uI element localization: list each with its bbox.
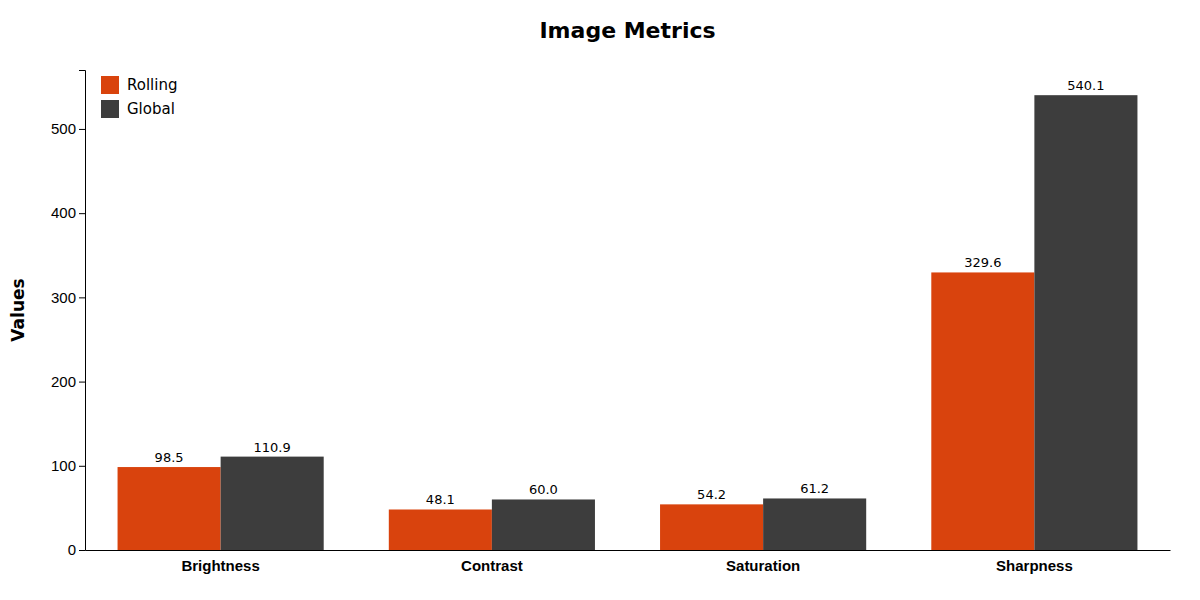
data-label: 61.2 [800, 481, 829, 496]
bar-series [221, 95, 1138, 550]
y-tick-mark [79, 550, 85, 551]
y-tick-label: 100 [51, 457, 76, 474]
plot: 98.5 48.1 54.2 329.6 110.9 60.0 61.2 540.1 Brigh… [51, 71, 1171, 574]
x-tick-label: Sharpness [996, 557, 1073, 574]
data-label: 110.9 [254, 440, 291, 455]
x-axis-line [86, 550, 1171, 551]
bar-series [118, 272, 1035, 550]
y-tick-mark [79, 466, 85, 467]
y-tick: 0 [68, 541, 85, 558]
bar [763, 498, 866, 550]
title: Image Metrics [539, 18, 715, 43]
data-label: 540.1 [1067, 78, 1104, 93]
y-axis-title: Values [8, 278, 28, 341]
x-tick: Brightness [181, 557, 259, 574]
y-tick-mark [79, 297, 85, 298]
legend-item: Rolling [101, 76, 177, 94]
x-tick-label: Contrast [461, 557, 523, 574]
data-label: 329.6 [964, 255, 1001, 270]
y-tick: 500 [51, 120, 85, 137]
y-tick-label: 300 [51, 289, 76, 306]
bar [931, 272, 1034, 550]
y-tick: 200 [51, 373, 85, 390]
y-tick-label: 200 [51, 373, 76, 390]
data-label: 60.0 [529, 482, 558, 497]
bars [118, 95, 1138, 550]
x-axis: Brightness Contrast Saturation Sharpness [86, 551, 1171, 574]
y-tick: 400 [51, 204, 85, 221]
x-tick-label: Brightness [181, 557, 259, 574]
y-tick-label: 500 [51, 120, 76, 137]
legend-swatch [101, 100, 119, 118]
data-label: 98.5 [155, 450, 184, 465]
y-axis-line [79, 71, 86, 551]
bar [1034, 95, 1137, 550]
y-tick-mark [79, 213, 85, 214]
legend: Rolling Global [101, 76, 177, 118]
bar [660, 504, 763, 550]
y-tick-mark [79, 382, 85, 383]
y-axis: 0 100 200 300 400 500 [51, 71, 86, 559]
y-tick: 100 [51, 457, 85, 474]
y-tick: 300 [51, 289, 85, 306]
x-tick: Sharpness [996, 557, 1073, 574]
y-tick-label: 400 [51, 204, 76, 221]
data-label: 48.1 [426, 492, 455, 507]
data-labels: 98.5 48.1 54.2 329.6 110.9 60.0 61.2 540.1 [155, 78, 1105, 507]
legend-item: Global [101, 100, 175, 118]
bar [492, 499, 595, 550]
x-tick: Contrast [461, 557, 523, 574]
legend-swatch [101, 76, 119, 94]
x-tick: Saturation [726, 557, 800, 574]
y-tick-label: 0 [68, 541, 76, 558]
bar [221, 457, 324, 550]
chart: 98.5 48.1 54.2 329.6 110.9 60.0 61.2 540.1 Brigh… [0, 0, 1200, 600]
y-tick-mark [79, 129, 85, 130]
legend-label: Rolling [127, 76, 177, 94]
bar [118, 467, 221, 550]
bar [389, 509, 492, 550]
x-tick-label: Saturation [726, 557, 800, 574]
legend-label: Global [127, 100, 175, 118]
data-label: 54.2 [697, 487, 726, 502]
